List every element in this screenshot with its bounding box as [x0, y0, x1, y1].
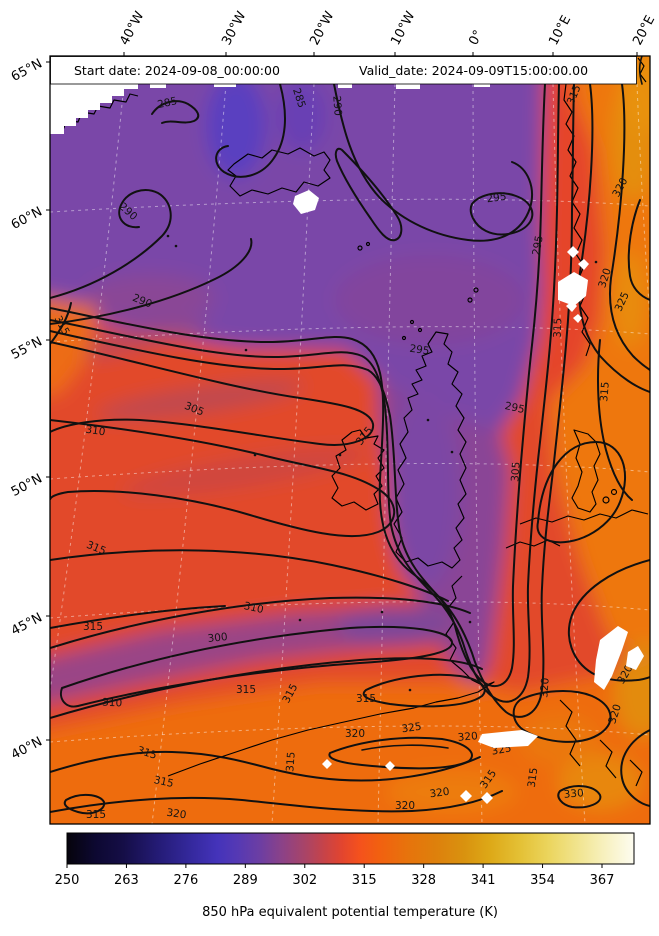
contour-label: 330	[563, 787, 584, 801]
colorbar-label: 850 hPa equivalent potential temperature…	[202, 905, 498, 920]
latitude-tick-label: 65°N	[9, 56, 45, 85]
colorbar: 250 263 276 289 302 315 328 341 354 367 850 hPa e…	[55, 832, 635, 920]
contour-label: 300	[207, 631, 228, 645]
contour-label: 325	[401, 721, 423, 736]
theta-e-field	[50, 56, 650, 824]
contour-label: 295	[486, 191, 508, 206]
contour-label: 320	[596, 267, 614, 290]
iberia-coast	[167, 707, 415, 777]
latitude-tick-label: 45°N	[9, 610, 45, 639]
denmark-coast	[571, 429, 601, 513]
contour-label: 310	[243, 600, 265, 616]
contour-label: 315	[284, 751, 297, 772]
colorbar-tick-label: 367	[590, 873, 615, 888]
colorbar-tick-label: 315	[352, 873, 377, 888]
colorbar-tick-label: 263	[114, 873, 139, 888]
contour-label: 315	[153, 774, 175, 790]
graticule	[50, 83, 650, 824]
map-frame	[49, 55, 651, 825]
contour-label: 320	[395, 800, 415, 812]
contour-lines	[50, 56, 650, 815]
contour-label: 310	[85, 424, 107, 439]
contour-label: 310	[102, 696, 123, 709]
map-area: 285 285 2902902902952953153203203253153153…	[50, 56, 650, 824]
contour-label: 320	[429, 786, 451, 801]
longitude-tick-label: 30°W	[219, 9, 249, 48]
contour-label: 285	[290, 87, 308, 110]
contour-label: 315	[236, 684, 256, 696]
colorbar-tick-label: 328	[411, 873, 436, 888]
colorbar-tick-label: 289	[233, 873, 258, 888]
contour-label: 315	[526, 767, 541, 789]
glacier-patches	[293, 190, 644, 804]
contour-label: 320	[166, 807, 188, 822]
longitude-tick-label: 0°	[466, 28, 486, 48]
ireland-coast	[331, 429, 385, 511]
contour-label: 290	[330, 95, 343, 116]
colorbar-tick-label: 341	[471, 873, 496, 888]
longitude-tick-label: 10°W	[388, 9, 418, 48]
contour-label: 285	[156, 95, 178, 111]
norway-coast	[563, 83, 591, 357]
contour-label: 320	[606, 703, 624, 726]
longitude-tick-label: 20°E	[630, 13, 658, 48]
latitude-axis: 65°N 60°N 55°N 50°N 45°N 40°N	[9, 56, 50, 763]
alps-patch	[594, 626, 628, 690]
iceland-glacier-patch	[293, 190, 319, 214]
contour-label: 320	[538, 677, 551, 698]
contour-label: 315	[356, 693, 376, 705]
longitude-tick-label: 20°W	[307, 9, 337, 48]
longitude-tick-label: 40°W	[117, 9, 147, 48]
contour-label: 305	[509, 461, 522, 482]
contour-label: 315	[86, 809, 106, 821]
contour-label: 315	[83, 621, 103, 633]
latitude-tick-label: 55°N	[9, 334, 45, 363]
contour-label: 320	[457, 730, 478, 744]
contour-label: 315	[598, 381, 612, 402]
colorbar-ticks: 250 263 276 289 302 315 328 341 354 367	[55, 864, 615, 888]
start-date-text: Start date: 2024-09-08_00:00:00	[74, 63, 280, 78]
colorbar-tick-label: 302	[292, 873, 317, 888]
valid-date-text: Valid_date: 2024-09-09T15:00:00.00	[359, 63, 588, 78]
france-coast	[413, 575, 495, 709]
longitude-axis: 40°W 30°W 20°W 10°W 0° 10°E 20°E	[117, 9, 658, 56]
colorbar-tick-label: 276	[173, 873, 198, 888]
great-britain-coast	[393, 331, 467, 569]
contour-label: 320	[345, 728, 365, 740]
longitude-tick-label: 10°E	[546, 13, 574, 48]
latitude-tick-label: 60°N	[9, 204, 45, 233]
latitude-tick-label: 50°N	[9, 471, 45, 500]
contour-label: 315	[552, 318, 565, 338]
contour-label: 315	[136, 744, 159, 762]
contour-label: 295	[409, 343, 431, 358]
colorbar-gradient-bar	[66, 832, 635, 865]
contour-label: 295	[530, 235, 545, 257]
latitude-tick-label: 40°N	[9, 734, 45, 763]
colorbar-tick-label: 354	[530, 873, 555, 888]
no-data-boundary	[50, 84, 490, 134]
iceland-coast	[227, 147, 331, 197]
contour-label: 295	[504, 400, 526, 416]
colorbar-tick-label: 250	[55, 873, 80, 888]
